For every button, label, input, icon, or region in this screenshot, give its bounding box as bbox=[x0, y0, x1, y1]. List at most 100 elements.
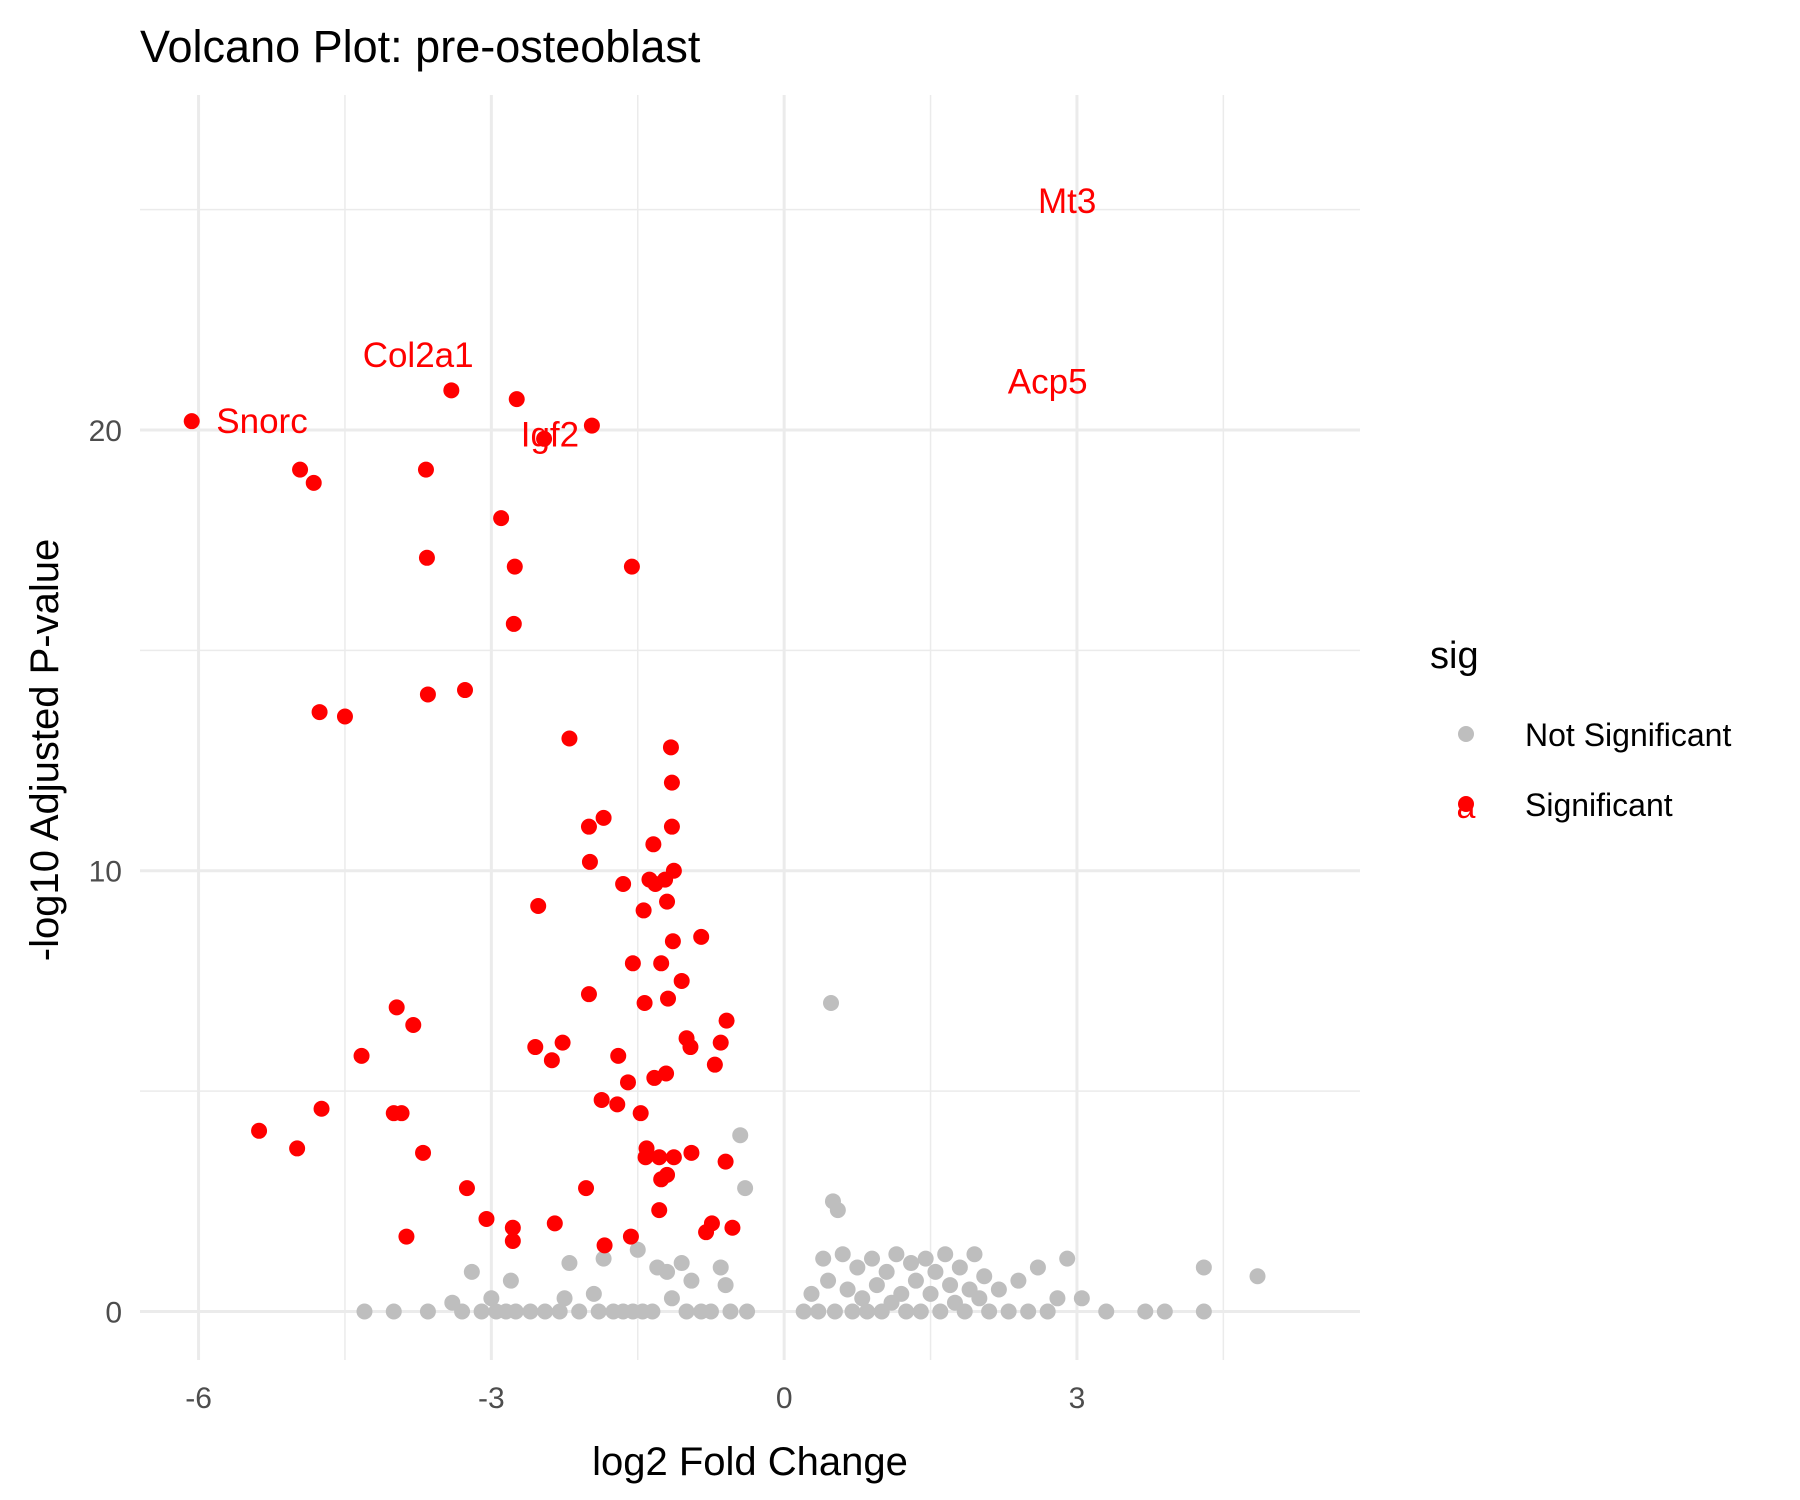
point-significant bbox=[393, 1105, 410, 1122]
point-not-significant bbox=[595, 1250, 612, 1267]
point-not-significant bbox=[502, 1272, 519, 1289]
point-significant bbox=[554, 1034, 571, 1051]
point-significant bbox=[718, 1012, 735, 1029]
point-significant bbox=[292, 461, 309, 478]
point-not-significant bbox=[981, 1303, 998, 1320]
point-not-significant bbox=[678, 1303, 695, 1320]
y-axis-ticks: 0 10 20 bbox=[89, 415, 122, 1330]
point-not-significant bbox=[507, 1303, 524, 1320]
point-significant bbox=[493, 510, 510, 527]
point-not-significant bbox=[473, 1303, 490, 1320]
legend-key-not-significant bbox=[1458, 726, 1474, 742]
point-significant bbox=[659, 1166, 676, 1183]
point-significant bbox=[504, 1219, 521, 1236]
legend-entry-not-significant: Not Significant bbox=[1458, 717, 1731, 753]
point-not-significant bbox=[810, 1303, 827, 1320]
point-significant bbox=[504, 1232, 521, 1249]
point-not-significant bbox=[1195, 1303, 1212, 1320]
panel: Mt3 Col2a1 Acp5 Snorc Igf2 bbox=[140, 95, 1360, 1360]
point-not-significant bbox=[976, 1268, 993, 1285]
point-significant bbox=[305, 474, 322, 491]
point-not-significant bbox=[854, 1290, 871, 1307]
point-significant bbox=[610, 1047, 627, 1064]
point-significant bbox=[398, 1228, 415, 1245]
point-not-significant bbox=[1156, 1303, 1173, 1320]
point-significant bbox=[596, 1237, 613, 1254]
point-significant bbox=[724, 1219, 741, 1236]
point-significant bbox=[693, 928, 710, 945]
x-axis-label: log2 Fold Change bbox=[592, 1440, 908, 1484]
point-significant bbox=[581, 853, 598, 870]
point-significant bbox=[458, 1180, 475, 1197]
point-not-significant bbox=[356, 1303, 373, 1320]
point-not-significant bbox=[644, 1303, 661, 1320]
point-not-significant bbox=[561, 1255, 578, 1272]
point-significant bbox=[251, 1122, 268, 1139]
point-significant bbox=[712, 1034, 729, 1051]
point-not-significant bbox=[663, 1290, 680, 1307]
point-not-significant bbox=[893, 1285, 910, 1302]
point-significant bbox=[624, 955, 641, 972]
point-significant bbox=[505, 615, 522, 632]
point-not-significant bbox=[556, 1290, 573, 1307]
point-not-significant bbox=[859, 1303, 876, 1320]
point-significant bbox=[561, 730, 578, 747]
legend-label-not-significant: Not Significant bbox=[1525, 717, 1731, 753]
point-not-significant bbox=[419, 1303, 436, 1320]
point-significant bbox=[609, 1096, 626, 1113]
point-not-significant bbox=[927, 1263, 944, 1280]
point-significant bbox=[546, 1215, 563, 1232]
point-significant bbox=[653, 955, 670, 972]
point-significant bbox=[635, 902, 652, 919]
point-significant bbox=[419, 686, 436, 703]
grid-lines bbox=[140, 95, 1360, 1360]
point-significant bbox=[595, 809, 612, 826]
point-significant bbox=[703, 1215, 720, 1232]
x-tick-label: 0 bbox=[776, 1382, 793, 1415]
point-not-significant bbox=[795, 1303, 812, 1320]
point-not-significant bbox=[1039, 1303, 1056, 1320]
point-not-significant bbox=[522, 1303, 539, 1320]
point-significant bbox=[583, 417, 600, 434]
point-significant bbox=[530, 898, 547, 915]
gene-label: Igf2 bbox=[521, 415, 579, 454]
point-not-significant bbox=[585, 1285, 602, 1302]
point-not-significant bbox=[1073, 1290, 1090, 1307]
point-not-significant bbox=[629, 1241, 646, 1258]
point-not-significant bbox=[956, 1303, 973, 1320]
point-not-significant bbox=[659, 1263, 676, 1280]
point-not-significant bbox=[912, 1303, 929, 1320]
point-not-significant bbox=[537, 1303, 554, 1320]
point-not-significant bbox=[673, 1255, 690, 1272]
legend-entry-significant: a Significant bbox=[1457, 787, 1673, 826]
point-not-significant bbox=[849, 1259, 866, 1276]
point-significant bbox=[580, 818, 597, 835]
point-significant bbox=[663, 818, 680, 835]
point-not-significant bbox=[922, 1285, 939, 1302]
point-not-significant bbox=[803, 1285, 820, 1302]
point-significant bbox=[311, 704, 328, 721]
point-significant bbox=[645, 836, 662, 853]
point-significant bbox=[665, 1149, 682, 1166]
point-not-significant bbox=[815, 1250, 832, 1267]
point-not-significant bbox=[932, 1303, 949, 1320]
point-not-significant bbox=[551, 1303, 568, 1320]
point-not-significant bbox=[463, 1263, 480, 1280]
point-not-significant bbox=[702, 1303, 719, 1320]
y-tick-label: 10 bbox=[89, 856, 122, 889]
point-not-significant bbox=[990, 1281, 1007, 1298]
point-significant bbox=[662, 739, 679, 756]
point-not-significant bbox=[888, 1246, 905, 1263]
point-not-significant bbox=[590, 1303, 607, 1320]
point-significant bbox=[623, 558, 640, 575]
point-significant bbox=[593, 1091, 610, 1108]
gene-label: Col2a1 bbox=[363, 336, 474, 375]
point-not-significant bbox=[868, 1277, 885, 1294]
point-not-significant bbox=[820, 1272, 837, 1289]
point-not-significant bbox=[898, 1303, 915, 1320]
point-not-significant bbox=[717, 1277, 734, 1294]
point-not-significant bbox=[903, 1255, 920, 1272]
point-significant bbox=[536, 430, 553, 447]
point-not-significant bbox=[1029, 1259, 1046, 1276]
legend-key-glyph-significant: a bbox=[1457, 788, 1476, 826]
